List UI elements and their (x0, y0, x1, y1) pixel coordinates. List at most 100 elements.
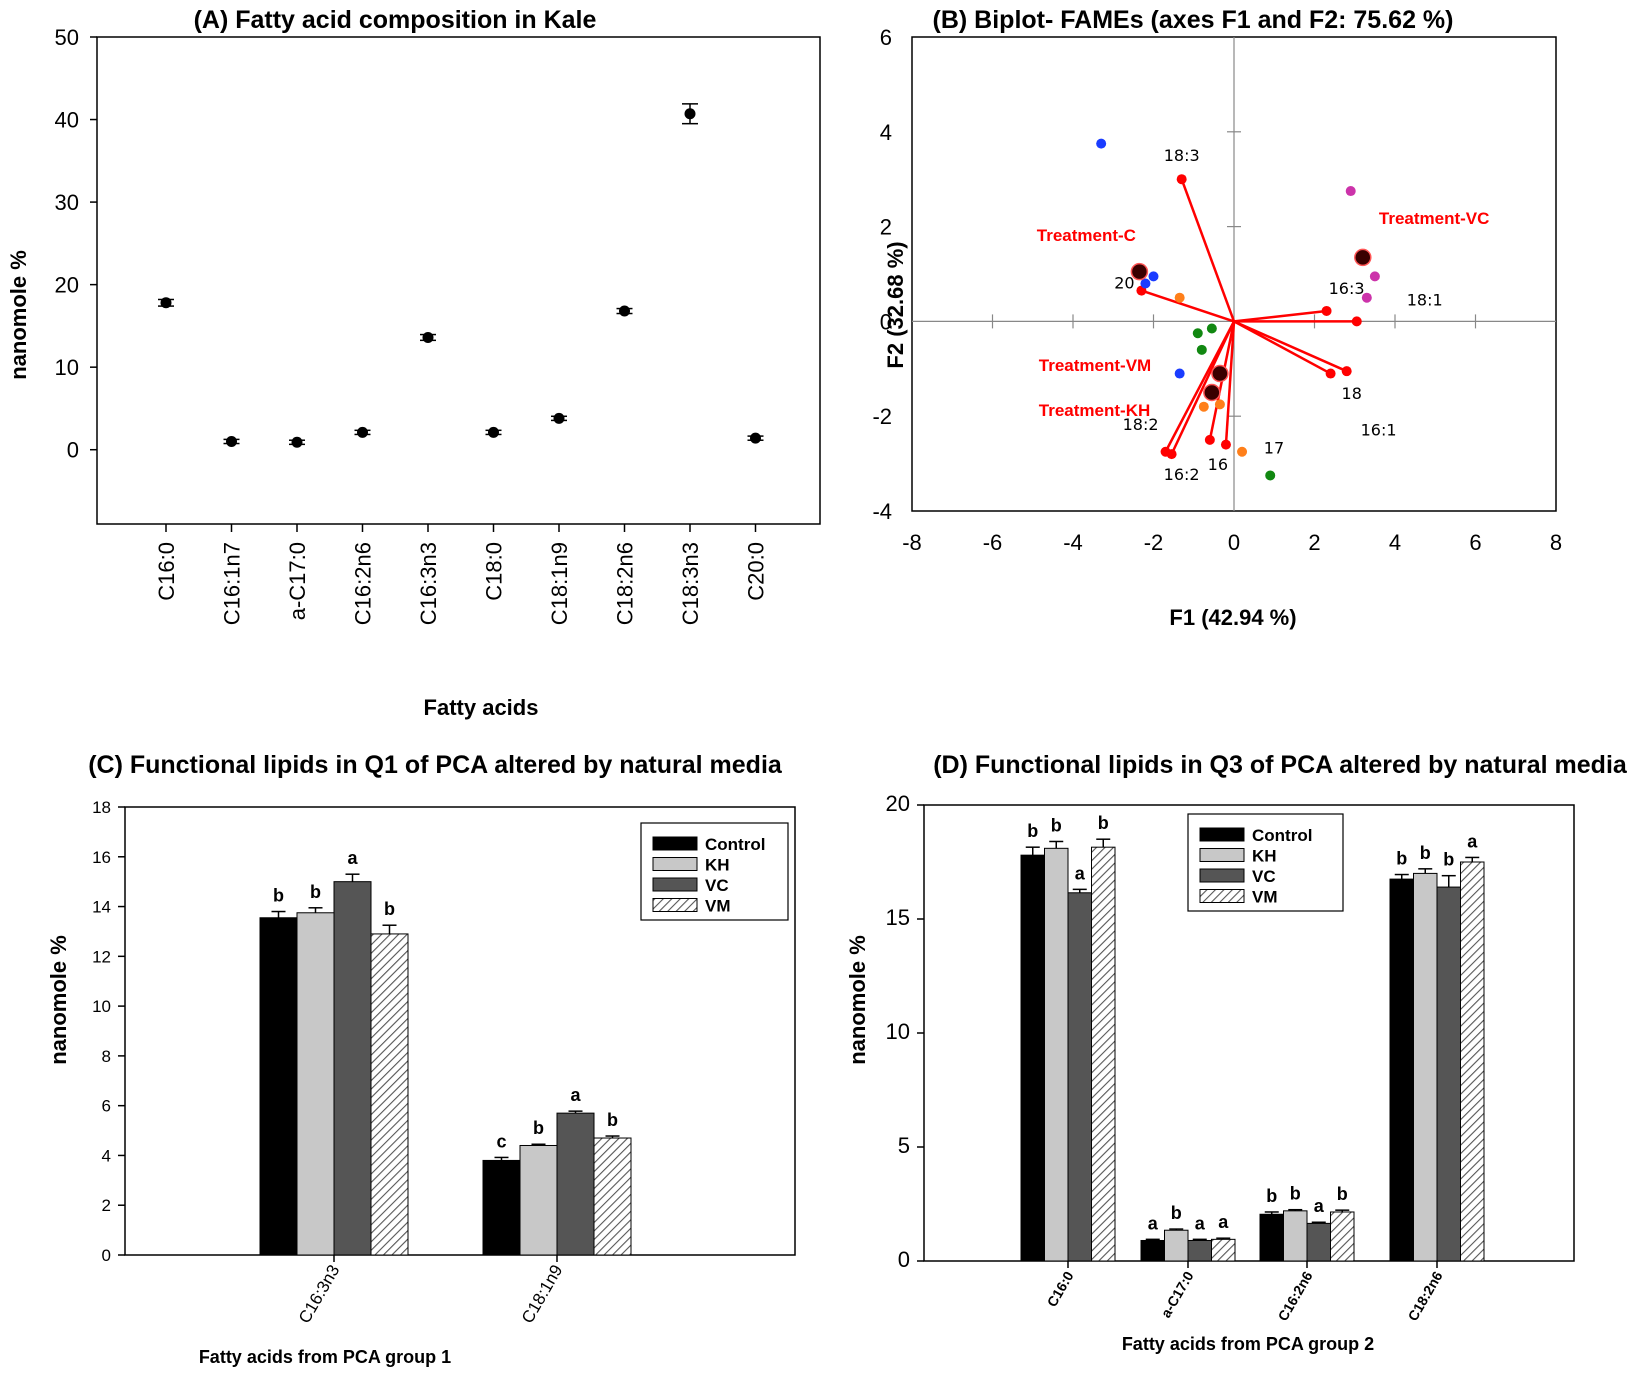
panel-b-observation-point (1140, 278, 1151, 289)
panel-d-bar (1140, 1239, 1165, 1262)
panel-a-point (291, 436, 303, 448)
panel-c-y-tick-label: 6 (102, 1097, 111, 1116)
panel-b-centroid (1211, 364, 1229, 383)
panel-c-legend-swatch (652, 877, 698, 892)
panel-d-x-tick-label: C16:0 (1044, 1268, 1077, 1309)
panel-b-y-tick-label: -4 (872, 499, 892, 524)
panel-a-point (750, 432, 761, 444)
panel-d-bar (1330, 1211, 1355, 1262)
panel-b-loading-vector (1180, 178, 1236, 322)
panel-b-vector-label: 20 (1114, 274, 1134, 293)
panel-b-vector-tip (1341, 366, 1352, 377)
panel-c-y-tick-label: 4 (102, 1146, 111, 1165)
panel-a-x-tick-label: C16:1n7 (220, 542, 245, 625)
panel-d-bar (1460, 861, 1485, 1262)
panel-b-treatment-label: Treatment-KH (1039, 401, 1150, 420)
panel-d-significance-letter: a (1467, 831, 1478, 851)
panel-a-point (488, 426, 499, 438)
panel-c-legend-swatch (652, 836, 698, 851)
panel-b-x-tick-label: -6 (983, 530, 1003, 555)
panel-b-loading-vector (1170, 320, 1236, 455)
panel-b-observation-point (1192, 328, 1203, 339)
panel-c-significance-letter: a (347, 848, 358, 868)
panel-d-significance-letter: b (1171, 1203, 1182, 1223)
panel-c-significance-letter: c (496, 1131, 506, 1151)
panel-c-legend-label: KH (705, 856, 730, 875)
panel-b-vector-label: 18:2 (1123, 415, 1159, 434)
panel-b-vector-label: 17 (1264, 439, 1284, 458)
panel-d-y-tick-label: 0 (898, 1247, 910, 1272)
panel-b-treatment-label: Treatment-VC (1379, 209, 1490, 228)
panel-d-y-tick-label: 15 (886, 905, 910, 930)
panel-d-significance-letter: b (1443, 850, 1454, 870)
panel-c-bar (370, 933, 409, 1256)
panel-a-point (357, 426, 368, 438)
panel-b-x-tick-label: -4 (1063, 530, 1083, 555)
panel-b-vector-label: 18:1 (1407, 290, 1443, 309)
panel-c-bar (556, 1112, 595, 1256)
panel-b-vector-label: 18:3 (1164, 146, 1200, 165)
panel-b-vector-label: 16:2 (1164, 465, 1200, 484)
panel-a-y-tick-label: 30 (55, 190, 79, 215)
panel-a-x-tick-label: a-C17:0 (285, 542, 310, 620)
panel-d-bar (1211, 1238, 1236, 1262)
panel-a-x-tick-label: C18:1n9 (547, 542, 572, 625)
panel-d-significance-letter: b (1051, 815, 1062, 835)
panel-b-observation-point (1265, 470, 1276, 481)
panel-d-significance-letter: a (1314, 1196, 1325, 1216)
panel-b-treatment-label: Treatment-C (1037, 226, 1136, 245)
panel-d-y-tick-label: 5 (898, 1133, 910, 1158)
panel-a-x-tick-label: C16:2n6 (351, 542, 376, 625)
panel-c-legend-label: Control (705, 835, 765, 854)
panel-a-point (684, 108, 696, 120)
panel-b-observation-point (1198, 401, 1209, 412)
panel-a-x-tick-label: C18:2n6 (613, 542, 638, 625)
panel-b-vector-tip (1321, 305, 1332, 316)
panel-d-title: (D) Functional lipids in Q3 of PCA alter… (933, 751, 1628, 779)
panel-a-title: (A) Fatty acid composition in Kale (194, 6, 597, 34)
panel-d-legend-label: VM (1252, 888, 1278, 907)
panel-a-y-tick-label: 40 (55, 108, 79, 133)
panel-d-significance-letter: b (1396, 849, 1407, 869)
panel-d-bar (1306, 1222, 1331, 1262)
panel-d-legend-label: Control (1252, 826, 1312, 845)
panel-b-x-tick-label: 4 (1389, 530, 1401, 555)
panel-b-loading-vector (1233, 320, 1332, 375)
panel-c-legend-swatch (652, 898, 698, 912)
panel-a-y-axis-title: nanomole % (6, 250, 31, 380)
panel-b-x-tick-label: -8 (902, 530, 922, 555)
panel-b-vector-tip (1176, 174, 1187, 185)
panel-d-x-tick-label: C18:2n6 (1405, 1268, 1446, 1323)
panel-b-centroid (1130, 262, 1149, 281)
panel-b-observation-point (1174, 368, 1185, 379)
panel-b-centroid (1203, 383, 1221, 402)
panel-b-observation-point (1096, 138, 1107, 149)
panel-b-y-tick-label: 0 (880, 309, 892, 334)
panel-b-x-tick-label: 2 (1308, 530, 1320, 555)
panel-b-vector-tip (1166, 449, 1177, 460)
panel-c-x-axis-title: Fatty acids from PCA group 1 (199, 1347, 451, 1367)
panel-d-bar (1044, 847, 1069, 1262)
panel-a-x-tick-label: C20:0 (744, 542, 769, 601)
panel-b-y-tick-label: 4 (880, 120, 892, 145)
panel-a-point (422, 331, 434, 343)
panel-c-y-axis-title: nanomole % (46, 935, 71, 1065)
panel-d-significance-letter: b (1290, 1184, 1301, 1204)
panel-d-bar (1067, 892, 1092, 1262)
panel-b-x-axis-title: F1 (42.94 %) (1169, 605, 1296, 630)
panel-d-significance-letter: a (1218, 1212, 1229, 1232)
panel-d-bar (1436, 886, 1461, 1262)
panel-c-y-tick-label: 8 (102, 1047, 111, 1066)
panel-d-significance-letter: b (1098, 813, 1109, 833)
panel-c-legend-swatch (652, 857, 698, 871)
panel-d-significance-letter: b (1027, 821, 1038, 841)
panel-b-observation-point (1237, 446, 1248, 457)
panel-a-plot-frame (96, 36, 821, 525)
panel-d-legend-swatch (1199, 868, 1245, 883)
panel-c-plot-frame (124, 806, 796, 1256)
panel-b-chart: (B) Biplot- FAMEs (axes F1 and F2: 75.62… (872, 6, 1562, 630)
panel-b-y-tick-label: -2 (872, 404, 892, 429)
panel-b-centroid (1354, 248, 1372, 267)
panel-c-significance-letter: b (273, 886, 284, 906)
